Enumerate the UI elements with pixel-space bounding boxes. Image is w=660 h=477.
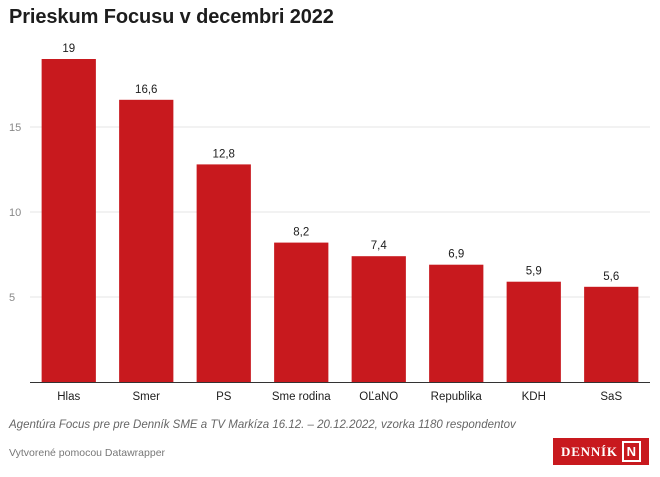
x-tick-label: KDH bbox=[522, 391, 546, 403]
y-tick-label: 5 bbox=[9, 292, 15, 304]
x-tick-label: Sme rodina bbox=[272, 391, 331, 403]
bar[interactable] bbox=[119, 99, 174, 383]
grid-lines: 5 10 15 bbox=[9, 122, 650, 304]
y-tick-label: 10 bbox=[9, 207, 21, 219]
source-note: Agentúra Focus pre pre Denník SME a TV M… bbox=[9, 419, 516, 431]
data-label: 8,2 bbox=[293, 227, 309, 239]
x-tick-label: Smer bbox=[133, 391, 161, 403]
logo-text: DENNÍK bbox=[561, 443, 618, 459]
bar[interactable] bbox=[584, 286, 639, 382]
value-labels: 19 16,6 12,8 8,2 7,4 6,9 5,9 5,6 bbox=[62, 43, 619, 283]
logo-n-icon: N bbox=[621, 441, 641, 462]
bar[interactable] bbox=[351, 256, 406, 382]
bar[interactable] bbox=[274, 242, 329, 382]
bar[interactable] bbox=[196, 164, 251, 382]
x-tick-label: OĽaNO bbox=[359, 391, 398, 403]
bar[interactable] bbox=[429, 264, 484, 382]
data-label: 5,9 bbox=[526, 266, 542, 278]
data-label: 12,8 bbox=[213, 148, 235, 160]
bars bbox=[41, 59, 639, 383]
y-tick-label: 15 bbox=[9, 122, 21, 134]
x-tick-label: PS bbox=[216, 391, 232, 403]
data-label: 19 bbox=[62, 43, 75, 55]
bar-chart: 5 10 15 19 16,6 12,8 8,2 7,4 6,9 5,9 5,6 Hlas Smer… bbox=[9, 43, 650, 403]
bar[interactable] bbox=[506, 281, 561, 382]
data-label: 7,4 bbox=[371, 240, 388, 252]
data-label: 16,6 bbox=[135, 84, 157, 96]
bar[interactable] bbox=[41, 59, 96, 382]
x-tick-label: SaS bbox=[600, 391, 622, 403]
data-label: 6,9 bbox=[448, 249, 464, 261]
dennik-n-logo[interactable]: DENNÍK N bbox=[553, 438, 649, 465]
chart-title: Prieskum Focusu v decembri 2022 bbox=[9, 6, 334, 28]
x-axis: Hlas Smer PS Sme rodina OĽaNO Republika KDH SaS bbox=[30, 382, 650, 403]
data-label: 5,6 bbox=[603, 271, 619, 283]
x-tick-label: Hlas bbox=[57, 391, 80, 403]
datawrapper-credit: Vytvorené pomocou Datawrapper bbox=[9, 447, 166, 459]
x-tick-label: Republika bbox=[431, 391, 483, 403]
